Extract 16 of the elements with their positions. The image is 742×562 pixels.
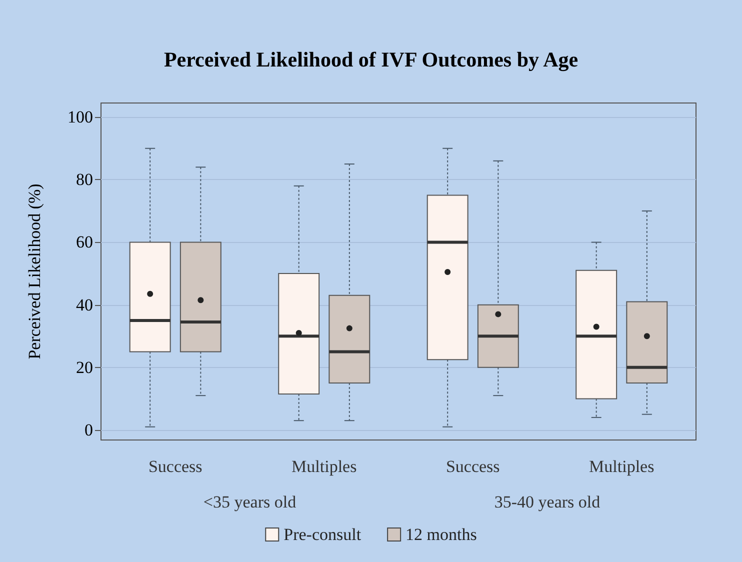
y-tick-label: 40 [76, 295, 93, 314]
legend-label: 12 months [406, 525, 477, 544]
y-tick-label: 20 [76, 358, 93, 377]
x-tick-label: Multiples [589, 457, 654, 476]
y-tick-label: 60 [76, 232, 93, 252]
y-tick-label: 80 [76, 170, 93, 190]
y-axis-title: Perceived Likelihood (%) [25, 184, 44, 360]
x-tick-label: Multiples [292, 457, 357, 476]
x-tick-label: Success [148, 457, 202, 476]
text: <35 years old [203, 492, 297, 512]
y-tick-label: 0 [84, 420, 93, 440]
legend-label: Pre-consult [284, 525, 362, 544]
text: 35-40 years old [494, 492, 601, 512]
y-tick-label: 100 [68, 108, 93, 127]
x-tick-label: Success [446, 457, 500, 476]
chart-title: Perceived Likelihood of IVF Outcomes by Age [164, 48, 578, 72]
